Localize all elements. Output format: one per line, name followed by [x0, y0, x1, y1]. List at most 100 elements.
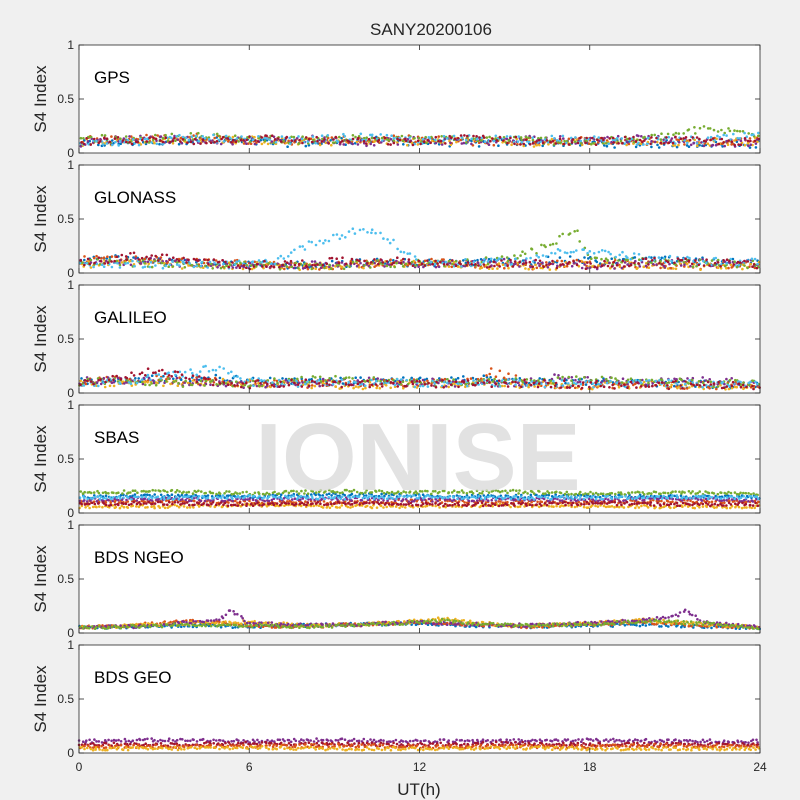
data-point — [323, 266, 326, 270]
data-point — [265, 134, 268, 138]
data-point — [667, 387, 671, 391]
data-point — [600, 257, 603, 261]
data-point — [197, 131, 200, 135]
data-point — [320, 134, 324, 137]
data-point — [560, 379, 564, 382]
data-point — [313, 384, 317, 388]
data-point — [722, 386, 726, 390]
data-point — [231, 138, 235, 142]
data-point — [283, 267, 286, 271]
data-point — [531, 265, 534, 269]
data-point — [644, 264, 648, 268]
data-point — [513, 254, 516, 257]
data-point — [136, 140, 139, 144]
data-point — [757, 131, 760, 135]
data-point — [550, 251, 553, 255]
data-point — [418, 384, 422, 388]
data-point — [709, 138, 712, 142]
data-point — [419, 142, 422, 146]
data-point — [460, 265, 463, 268]
data-point — [666, 132, 670, 136]
data-point — [482, 263, 486, 266]
data-point — [189, 140, 193, 144]
data-point — [249, 384, 252, 387]
data-point — [233, 263, 237, 266]
data-point — [357, 385, 360, 389]
data-point — [235, 266, 238, 269]
data-point — [206, 266, 209, 269]
data-point — [698, 141, 701, 145]
data-point — [321, 384, 325, 387]
data-point — [514, 257, 517, 261]
data-point — [611, 136, 615, 140]
data-point — [679, 137, 683, 140]
data-point — [667, 378, 670, 382]
data-point — [626, 386, 629, 390]
data-point — [92, 382, 95, 386]
data-point — [259, 382, 262, 385]
data-point — [328, 377, 331, 380]
data-point — [99, 382, 103, 386]
data-point — [140, 380, 144, 384]
data-point — [283, 260, 287, 263]
data-point — [426, 138, 430, 142]
data-point — [140, 256, 144, 260]
data-point — [256, 379, 260, 382]
data-point — [179, 140, 182, 143]
data-point — [169, 382, 172, 386]
data-point — [340, 261, 344, 264]
data-point — [199, 383, 202, 387]
data-point — [413, 385, 417, 389]
data-point — [634, 140, 638, 143]
data-point — [488, 135, 491, 139]
data-point — [636, 266, 639, 270]
data-point — [287, 383, 291, 387]
data-point — [575, 375, 578, 378]
data-point — [257, 384, 261, 388]
data-point — [297, 266, 300, 270]
data-point — [260, 142, 264, 146]
data-point — [235, 380, 238, 384]
data-point — [722, 259, 725, 262]
data-point — [667, 381, 671, 384]
data-point — [567, 382, 570, 385]
data-point — [161, 368, 164, 372]
data-point — [750, 257, 754, 261]
data-point — [507, 372, 510, 376]
data-point — [527, 140, 531, 144]
data-point — [485, 379, 489, 382]
data-point — [203, 258, 206, 261]
data-point — [586, 376, 589, 379]
data-point — [491, 267, 494, 271]
data-point — [363, 259, 366, 263]
data-point — [555, 139, 559, 142]
data-point — [656, 143, 659, 147]
data-point — [636, 381, 639, 384]
data-point — [470, 137, 474, 141]
data-point — [188, 262, 191, 265]
data-point — [477, 145, 481, 148]
data-point — [423, 264, 427, 267]
data-point — [286, 145, 289, 148]
data-point — [102, 256, 106, 260]
data-point — [290, 139, 293, 142]
data-point — [228, 263, 232, 267]
data-point — [399, 250, 403, 254]
data-point — [408, 140, 412, 143]
data-point — [115, 255, 119, 259]
data-point — [493, 377, 496, 381]
data-point — [369, 266, 372, 269]
data-point — [660, 132, 663, 135]
data-point — [503, 384, 507, 388]
data-point — [153, 141, 156, 145]
data-point — [193, 137, 197, 141]
data-point — [88, 262, 92, 266]
data-point — [709, 380, 713, 384]
data-point — [571, 138, 575, 141]
data-point — [754, 380, 757, 384]
data-point — [92, 137, 96, 141]
data-point — [233, 134, 237, 137]
data-point — [605, 144, 609, 148]
data-point — [250, 377, 254, 381]
data-point — [295, 379, 298, 383]
